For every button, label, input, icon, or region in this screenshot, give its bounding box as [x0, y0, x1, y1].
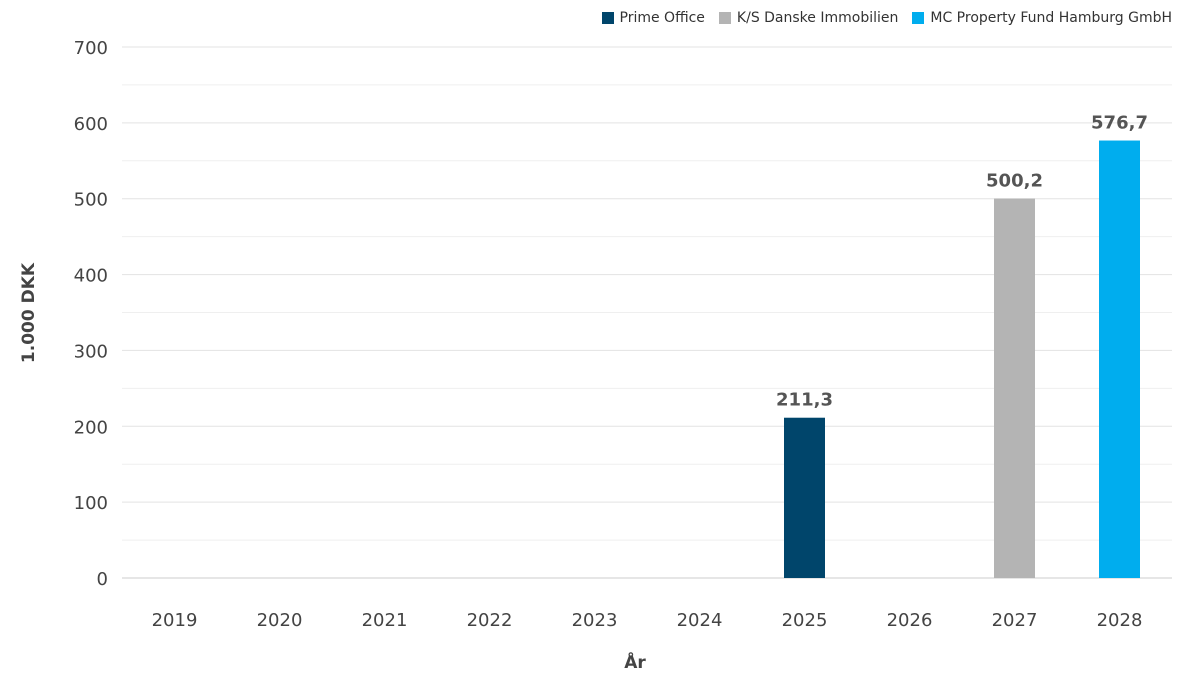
- x-tick-label: 2019: [152, 610, 198, 631]
- x-tick-label: 2027: [992, 610, 1038, 631]
- x-axis-label: År: [624, 650, 646, 673]
- x-tick-label: 2021: [362, 610, 408, 631]
- y-tick-label: 200: [74, 417, 108, 438]
- x-tick-label: 2025: [782, 610, 828, 631]
- chart-legend: Prime Office K/S Danske Immobilien MC Pr…: [601, 10, 1172, 26]
- x-tick-label: 2028: [1097, 610, 1143, 631]
- x-tick-label: 2023: [572, 610, 618, 631]
- bar[interactable]: [784, 417, 825, 578]
- y-tick-label: 0: [97, 569, 108, 590]
- x-tick-label: 2024: [677, 610, 723, 631]
- x-tick-label: 2020: [257, 610, 303, 631]
- x-tick-label: 2022: [467, 610, 513, 631]
- legend-item-mc-property-fund[interactable]: MC Property Fund Hamburg GmbH: [912, 10, 1172, 26]
- legend-swatch: [601, 12, 614, 24]
- data-label: 500,2: [986, 171, 1043, 192]
- bar[interactable]: [994, 198, 1035, 579]
- y-tick-label: 400: [74, 266, 108, 287]
- legend-item-prime-office[interactable]: Prime Office: [601, 10, 705, 26]
- legend-label: MC Property Fund Hamburg GmbH: [930, 10, 1172, 26]
- y-tick-label: 600: [74, 114, 108, 135]
- data-label: 211,3: [776, 390, 833, 411]
- x-axis-ticks: 2019 2020 2021 2022 2023 2024 2025 2026 2027 2028: [152, 610, 1143, 631]
- bars: 211,3 500,2 576,7: [776, 113, 1148, 579]
- bar[interactable]: [1099, 140, 1140, 578]
- legend-swatch: [912, 12, 925, 24]
- legend-label: K/S Danske Immobilien: [736, 10, 899, 26]
- x-tick-label: 2026: [887, 610, 933, 631]
- legend-label: Prime Office: [619, 10, 705, 26]
- y-tick-label: 300: [74, 341, 108, 362]
- legend-item-ks-danske-immobilien[interactable]: K/S Danske Immobilien: [718, 10, 899, 26]
- y-tick-label: 500: [74, 190, 108, 211]
- y-tick-label: 700: [74, 38, 108, 59]
- y-axis-label: 1.000 DKK: [19, 262, 39, 363]
- y-axis-ticks: 0 100 200 300 400 500 600 700: [74, 38, 108, 590]
- data-label: 576,7: [1091, 113, 1148, 134]
- y-tick-label: 100: [74, 493, 108, 514]
- legend-swatch: [718, 12, 731, 24]
